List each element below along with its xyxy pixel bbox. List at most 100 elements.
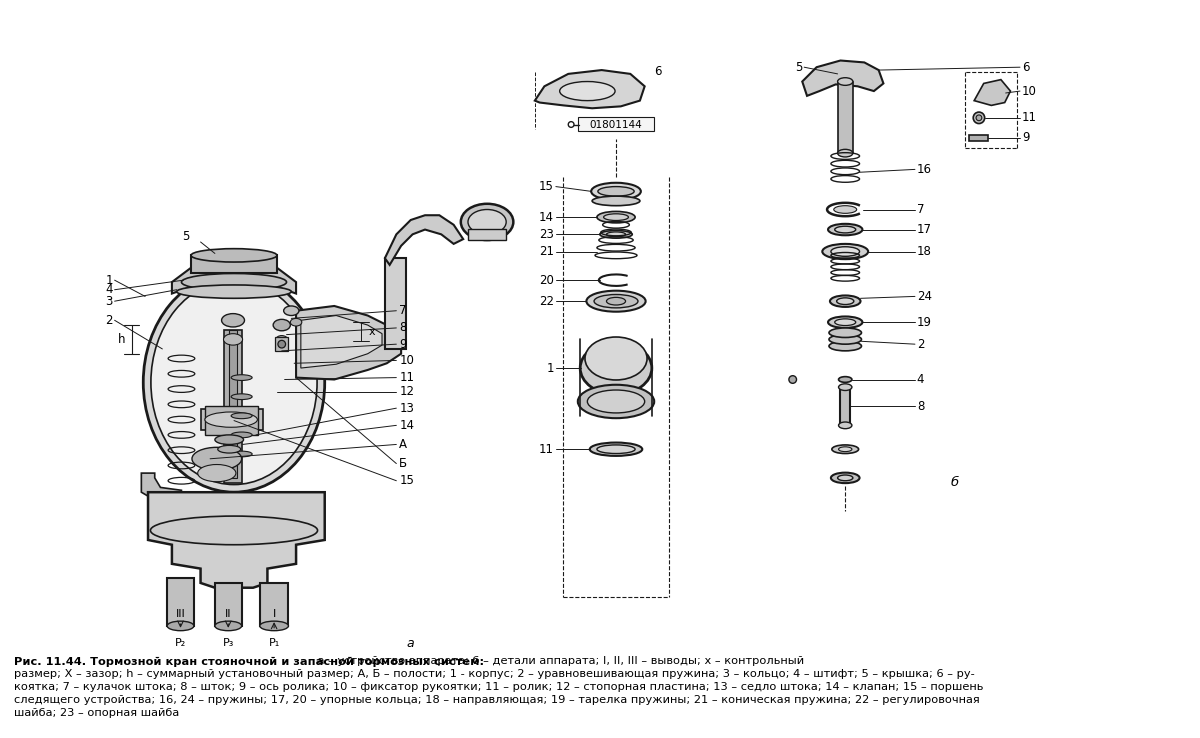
Ellipse shape (592, 183, 641, 200)
Ellipse shape (151, 280, 317, 485)
Bar (970, 135, 989, 141)
Text: 17: 17 (917, 223, 932, 236)
Text: 01801144: 01801144 (589, 120, 642, 129)
Polygon shape (301, 316, 382, 368)
Ellipse shape (830, 295, 860, 307)
Ellipse shape (222, 314, 245, 327)
Text: 8: 8 (917, 400, 924, 413)
Ellipse shape (232, 413, 252, 418)
Ellipse shape (830, 472, 859, 483)
Bar (275, 337, 288, 351)
Ellipse shape (838, 149, 853, 157)
Ellipse shape (828, 317, 863, 328)
Text: 15: 15 (539, 180, 554, 193)
Text: 16: 16 (917, 163, 932, 176)
Text: Рис. 11.44. Тормозной кран стояночной и запасной тормозных систем:: Рис. 11.44. Тормозной кран стояночной и … (14, 657, 485, 666)
Bar (259, 583, 288, 626)
Text: 3: 3 (106, 294, 113, 308)
Text: а – устройство аппарата; б – детали аппарата; I, II, III – выводы; х – контрольн: а – устройство аппарата; б – детали аппа… (313, 657, 804, 666)
Text: 5: 5 (182, 230, 190, 243)
Ellipse shape (594, 294, 638, 308)
Text: 12: 12 (400, 385, 414, 399)
Polygon shape (172, 268, 296, 294)
Text: 20: 20 (539, 274, 554, 286)
Ellipse shape (581, 342, 652, 394)
Ellipse shape (834, 206, 857, 213)
Ellipse shape (276, 336, 288, 343)
Ellipse shape (604, 214, 629, 221)
Ellipse shape (839, 422, 852, 429)
Text: 7: 7 (917, 203, 924, 216)
Ellipse shape (176, 285, 292, 298)
Text: 14: 14 (400, 419, 414, 432)
Ellipse shape (587, 291, 646, 311)
Ellipse shape (232, 394, 252, 399)
Bar (385, 258, 406, 349)
Ellipse shape (150, 516, 318, 545)
Ellipse shape (606, 232, 625, 237)
Text: 6: 6 (1022, 61, 1030, 74)
Ellipse shape (838, 77, 853, 86)
Text: 10: 10 (400, 354, 414, 367)
Text: P₂: P₂ (175, 638, 186, 648)
Ellipse shape (835, 227, 856, 233)
Ellipse shape (829, 341, 862, 351)
Ellipse shape (589, 443, 642, 456)
Ellipse shape (839, 384, 852, 390)
Text: 7: 7 (400, 304, 407, 317)
Text: 15: 15 (400, 475, 414, 487)
Text: 9: 9 (400, 338, 407, 351)
Bar (200, 409, 263, 430)
Ellipse shape (223, 334, 242, 345)
Polygon shape (974, 80, 1010, 106)
Text: 9: 9 (1022, 131, 1030, 145)
Ellipse shape (592, 196, 640, 206)
Ellipse shape (232, 451, 252, 457)
Ellipse shape (232, 432, 252, 438)
Ellipse shape (828, 224, 863, 235)
Text: 22: 22 (539, 294, 554, 308)
Ellipse shape (829, 328, 862, 337)
Text: коятка; 7 – кулачок штока; 8 – шток; 9 – ось ролика; 10 – фиксатор рукоятки; 11 : коятка; 7 – кулачок штока; 8 – шток; 9 –… (14, 682, 984, 692)
Ellipse shape (143, 272, 325, 492)
Text: 4: 4 (917, 373, 924, 386)
Bar (229, 330, 236, 478)
Ellipse shape (198, 464, 236, 482)
Text: 6: 6 (654, 66, 661, 78)
Polygon shape (296, 306, 401, 379)
Ellipse shape (584, 337, 647, 380)
Bar (224, 330, 241, 483)
Ellipse shape (215, 435, 244, 444)
Polygon shape (803, 61, 883, 96)
Ellipse shape (600, 230, 632, 238)
Polygon shape (148, 492, 325, 587)
Ellipse shape (215, 621, 241, 631)
Ellipse shape (283, 306, 299, 316)
Text: 8: 8 (400, 322, 407, 334)
Ellipse shape (232, 375, 252, 381)
Text: 5: 5 (794, 61, 803, 74)
Ellipse shape (217, 446, 241, 453)
Text: h: h (118, 333, 125, 346)
Ellipse shape (596, 211, 635, 223)
Text: А: А (400, 438, 407, 451)
Text: 13: 13 (400, 401, 414, 415)
Ellipse shape (587, 390, 644, 413)
Ellipse shape (578, 384, 654, 418)
Text: 11: 11 (400, 371, 414, 384)
Circle shape (278, 340, 286, 348)
Ellipse shape (559, 81, 616, 100)
Text: х: х (370, 327, 376, 337)
Ellipse shape (274, 320, 290, 331)
Ellipse shape (468, 210, 506, 235)
Ellipse shape (835, 319, 856, 325)
Polygon shape (142, 473, 181, 503)
Ellipse shape (205, 412, 257, 427)
Polygon shape (385, 215, 463, 265)
Circle shape (569, 122, 574, 128)
Bar (167, 578, 194, 626)
Text: II: II (226, 610, 232, 619)
Bar (578, 117, 654, 131)
Text: размер; Х – зазор; h – суммарный установочный размер; А, Б – полости; 1 - корпус: размер; Х – зазор; h – суммарный установ… (14, 669, 976, 680)
Text: 1: 1 (106, 274, 113, 286)
